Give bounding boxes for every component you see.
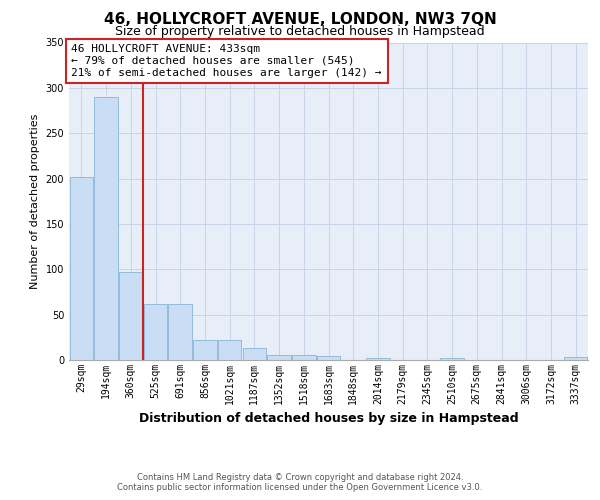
- Bar: [70, 177, 93, 360]
- Bar: [119, 272, 143, 360]
- Bar: [242, 348, 266, 360]
- Text: Contains HM Land Registry data © Crown copyright and database right 2024.
Contai: Contains HM Land Registry data © Crown c…: [118, 473, 482, 492]
- Bar: [169, 304, 192, 360]
- Bar: [317, 356, 340, 360]
- X-axis label: Distribution of detached houses by size in Hampstead: Distribution of detached houses by size …: [139, 412, 518, 425]
- Bar: [440, 358, 464, 360]
- Bar: [193, 340, 217, 360]
- Text: 46, HOLLYCROFT AVENUE, LONDON, NW3 7QN: 46, HOLLYCROFT AVENUE, LONDON, NW3 7QN: [104, 12, 496, 28]
- Text: Size of property relative to detached houses in Hampstead: Size of property relative to detached ho…: [115, 25, 485, 38]
- Bar: [94, 97, 118, 360]
- Bar: [366, 358, 389, 360]
- Bar: [268, 354, 291, 360]
- Text: 46 HOLLYCROFT AVENUE: 433sqm
← 79% of detached houses are smaller (545)
21% of s: 46 HOLLYCROFT AVENUE: 433sqm ← 79% of de…: [71, 44, 382, 78]
- Bar: [564, 358, 587, 360]
- Y-axis label: Number of detached properties: Number of detached properties: [30, 114, 40, 289]
- Bar: [292, 356, 316, 360]
- Bar: [218, 340, 241, 360]
- Bar: [144, 304, 167, 360]
